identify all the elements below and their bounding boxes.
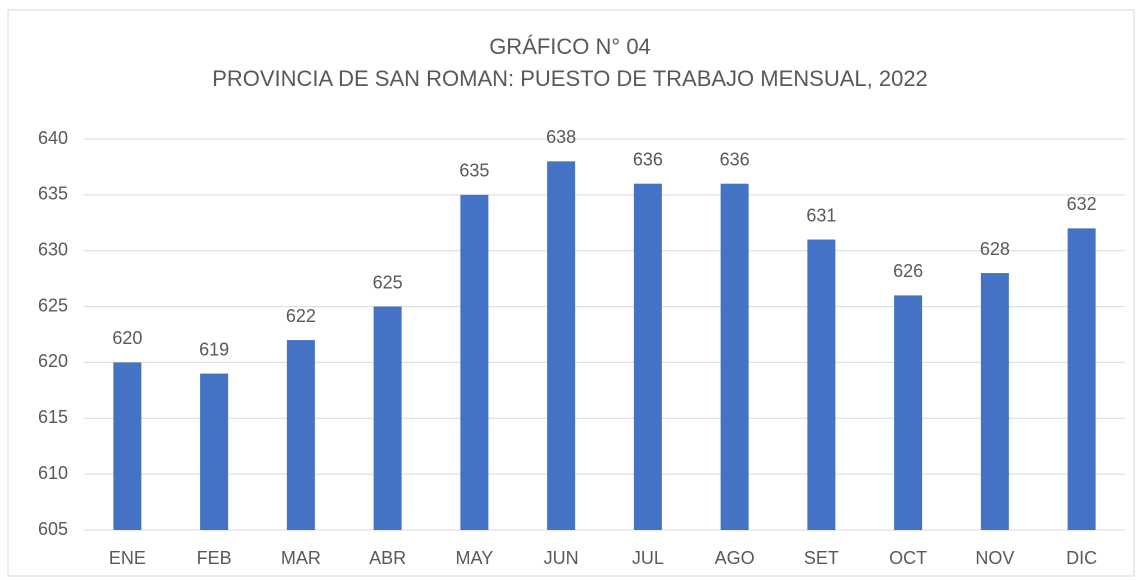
data-label: 631 <box>806 205 836 225</box>
bar <box>720 183 749 530</box>
data-label: 636 <box>720 149 750 169</box>
chart-subtitle: PROVINCIA DE SAN ROMAN: PUESTO DE TRABAJ… <box>212 66 928 91</box>
x-tick-label: FEB <box>197 548 232 568</box>
data-label: 638 <box>546 127 576 147</box>
y-tick-label: 605 <box>38 519 68 539</box>
data-label: 625 <box>373 272 403 292</box>
x-tick-label: MAR <box>281 548 321 568</box>
data-label: 622 <box>286 306 316 326</box>
bar <box>373 306 402 530</box>
bar <box>980 273 1009 530</box>
x-tick-label: JUL <box>632 548 664 568</box>
data-label: 636 <box>633 149 663 169</box>
bar <box>807 239 836 531</box>
bar <box>200 373 229 530</box>
bar <box>894 295 923 530</box>
y-tick-label: 640 <box>38 128 68 148</box>
y-tick-label: 635 <box>38 184 68 204</box>
chart-title: GRÁFICO N° 04 <box>489 34 651 59</box>
y-tick-label: 610 <box>38 463 68 483</box>
y-tick-label: 615 <box>38 407 68 427</box>
bar <box>113 362 142 530</box>
x-tick-label: NOV <box>975 548 1014 568</box>
y-tick-label: 630 <box>38 239 68 259</box>
x-tick-label: ABR <box>369 548 406 568</box>
bar <box>286 340 315 530</box>
data-label: 619 <box>199 339 229 359</box>
bar <box>1067 228 1096 530</box>
x-tick-label: AGO <box>715 548 755 568</box>
data-label: 635 <box>459 161 489 181</box>
data-label: 632 <box>1067 194 1097 214</box>
x-tick-label: ENE <box>109 548 146 568</box>
x-tick-label: DIC <box>1066 548 1097 568</box>
x-tick-label: JUN <box>544 548 579 568</box>
x-tick-label: SET <box>804 548 839 568</box>
y-tick-label: 625 <box>38 295 68 315</box>
x-tick-label: MAY <box>456 548 494 568</box>
x-tick-label: OCT <box>889 548 927 568</box>
bar <box>547 161 576 531</box>
data-label: 620 <box>112 328 142 348</box>
bar <box>633 183 662 530</box>
data-label: 626 <box>893 261 923 281</box>
data-label: 628 <box>980 239 1010 259</box>
y-tick-label: 620 <box>38 351 68 371</box>
bar <box>460 194 489 530</box>
